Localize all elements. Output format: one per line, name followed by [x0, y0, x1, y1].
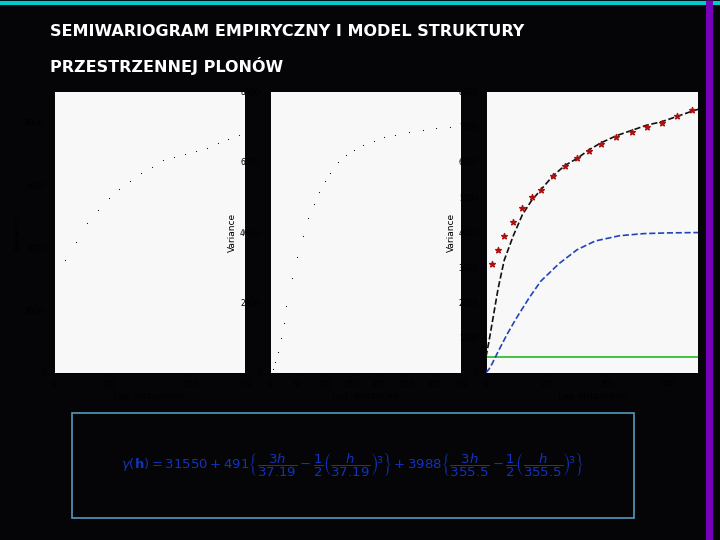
Point — [526, 193, 537, 201]
Point — [324, 168, 336, 177]
Point — [190, 147, 202, 156]
Point — [379, 133, 390, 141]
Point — [390, 130, 401, 139]
Point — [157, 156, 168, 165]
Point — [135, 168, 147, 177]
Point — [92, 206, 104, 215]
Point — [168, 153, 180, 161]
Point — [146, 163, 158, 171]
Point — [103, 193, 114, 202]
Point — [458, 122, 469, 131]
Point — [59, 256, 71, 265]
Point — [114, 184, 125, 193]
Point — [292, 252, 303, 261]
Point — [179, 150, 191, 159]
Point — [641, 123, 652, 131]
X-axis label: Lag  distance/r: Lag distance/r — [332, 392, 399, 401]
Text: PRZESTRZENNEJ PLONÓW: PRZESTRZENNEJ PLONÓW — [50, 57, 284, 75]
Point — [222, 134, 234, 143]
Point — [492, 245, 504, 254]
Point — [486, 259, 498, 268]
Point — [245, 130, 256, 138]
Point — [508, 217, 519, 226]
Point — [275, 333, 287, 342]
Point — [270, 357, 282, 366]
Point — [687, 106, 698, 114]
Point — [272, 347, 284, 356]
Text: SEMIWARIOGRAM EMPIRYCZNY I MODEL STRUKTURY: SEMIWARIOGRAM EMPIRYCZNY I MODEL STRUKTU… — [50, 24, 525, 39]
Point — [286, 273, 297, 282]
Point — [81, 219, 92, 227]
Point — [308, 200, 320, 208]
Point — [313, 187, 325, 196]
Point — [671, 112, 683, 121]
X-axis label: Lag  distance/m: Lag distance/m — [113, 392, 186, 401]
X-axis label: Lag distance/m: Lag distance/m — [557, 392, 627, 401]
Point — [125, 177, 136, 185]
Point — [368, 137, 379, 145]
Point — [281, 301, 292, 310]
Text: $\gamma(\mathbf{h}) = 31550 + 491\left\{\dfrac{3h}{37.19} - \dfrac{1}{2}\left(\d: $\gamma(\mathbf{h}) = 31550 + 491\left\{… — [121, 452, 585, 480]
Point — [297, 231, 308, 240]
Point — [595, 140, 607, 149]
Point — [611, 133, 622, 141]
Y-axis label: Variance: Variance — [228, 213, 238, 252]
Point — [333, 158, 344, 166]
Point — [348, 145, 360, 154]
Point — [70, 237, 81, 246]
Point — [403, 127, 415, 136]
Point — [201, 144, 212, 152]
Y-axis label: Variance: Variance — [12, 213, 22, 252]
Point — [626, 128, 637, 137]
Point — [559, 161, 571, 170]
Point — [319, 177, 330, 186]
Point — [571, 154, 582, 163]
Point — [444, 123, 456, 132]
Point — [341, 151, 352, 159]
Point — [656, 119, 667, 127]
Point — [547, 172, 559, 180]
Point — [498, 231, 510, 240]
Point — [417, 125, 428, 134]
Point — [233, 131, 245, 140]
Point — [357, 141, 369, 150]
Y-axis label: Variance: Variance — [447, 213, 456, 252]
Point — [302, 214, 314, 222]
Point — [517, 203, 528, 212]
Point — [267, 365, 279, 374]
Point — [535, 186, 546, 194]
Point — [431, 124, 442, 133]
Point — [212, 139, 223, 147]
Point — [278, 319, 289, 328]
Point — [583, 147, 595, 156]
